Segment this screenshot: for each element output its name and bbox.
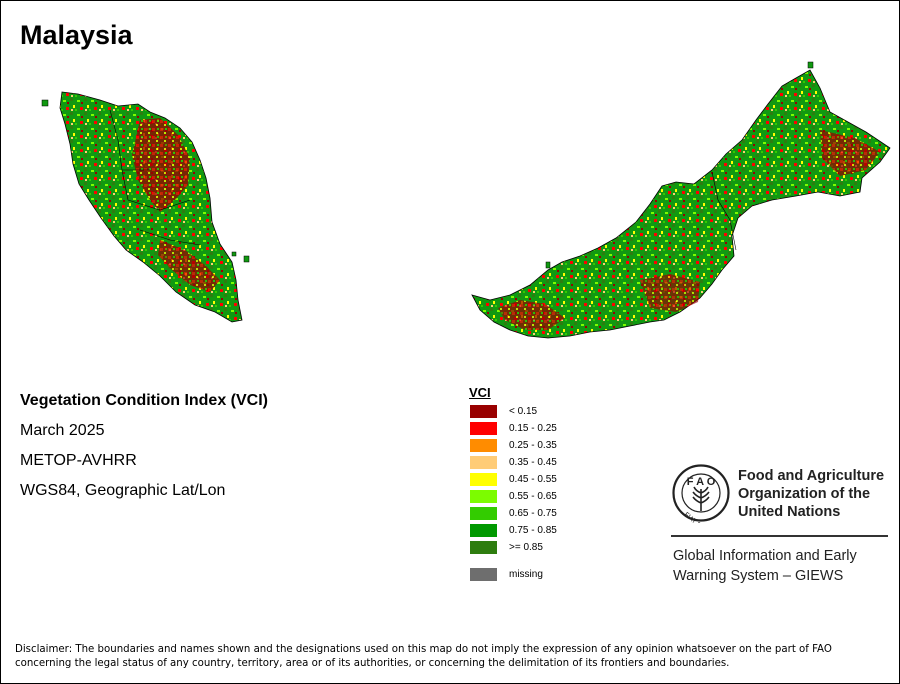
borneo-dry-west — [498, 300, 565, 330]
borneo-dry-east — [820, 130, 880, 176]
legend-title: VCI — [469, 385, 491, 400]
legend-swatch — [470, 490, 497, 503]
fao-name-line-2: Organization of the — [738, 486, 871, 502]
borneo-state-boundary — [711, 171, 737, 251]
legend-swatch — [470, 541, 497, 554]
borneo-land — [471, 69, 891, 339]
legend-label: 0.55 - 0.65 — [509, 491, 557, 502]
giews-name: Global Information and Early Warning Sys… — [673, 546, 857, 586]
legend-swatch — [470, 473, 497, 486]
fao-organization-name: Food and Agriculture Organization of the… — [738, 467, 884, 521]
legend-swatch — [470, 439, 497, 452]
borneo-dry-central — [640, 274, 700, 312]
fao-divider — [671, 535, 888, 537]
legend-label-missing: missing — [509, 569, 543, 580]
legend-swatch — [470, 422, 497, 435]
legend-label: 0.65 - 0.75 — [509, 508, 557, 519]
legend-label: 0.15 - 0.25 — [509, 423, 557, 434]
legend-swatch — [470, 507, 497, 520]
legend-label: < 0.15 — [509, 406, 538, 417]
svg-text:F A O: F A O — [687, 476, 716, 488]
fao-logo-icon: F A O FIAT PANIS — [672, 464, 730, 523]
peninsular-state-boundaries — [109, 109, 201, 246]
vci-legend: VCI < 0.15 0.15 - 0.25 0.25 - 0.35 0.35 - 0… — [469, 385, 557, 581]
legend-label: 0.75 - 0.85 — [509, 525, 557, 536]
legend-swatch — [470, 456, 497, 469]
peninsular-dry-south — [158, 240, 220, 292]
legend-label: 0.25 - 0.35 — [509, 440, 557, 451]
peninsular-malaysia — [41, 91, 250, 323]
giews-line-1: Global Information and Early — [673, 548, 857, 564]
projection: WGS84, Geographic Lat/Lon — [20, 482, 226, 499]
peninsular-dry-east — [132, 118, 190, 212]
map-info: Vegetation Condition Index (VCI) March 2… — [20, 390, 268, 510]
legend-swatch-missing — [470, 568, 497, 581]
legend-label: 0.45 - 0.55 — [509, 474, 557, 485]
fao-logo-motto: FIAT PANIS — [683, 511, 714, 523]
index-name: Vegetation Condition Index (VCI) — [20, 392, 268, 409]
period: March 2025 — [20, 422, 105, 439]
malaysian-borneo — [471, 61, 891, 339]
legend-swatch — [470, 524, 497, 537]
map-title: Malaysia — [20, 20, 133, 50]
disclaimer: Disclaimer: The boundaries and names sho… — [15, 644, 832, 669]
giews-line-2: Warning System – GIEWS — [673, 568, 844, 584]
sensor: METOP-AVHRR — [20, 452, 137, 469]
fao-name-line-1: Food and Agriculture — [738, 468, 885, 484]
fao-name-line-3: United Nations — [738, 504, 841, 520]
legend-label: >= 0.85 — [509, 542, 543, 553]
legend-swatch — [470, 405, 497, 418]
legend-label: 0.35 - 0.45 — [509, 457, 557, 468]
